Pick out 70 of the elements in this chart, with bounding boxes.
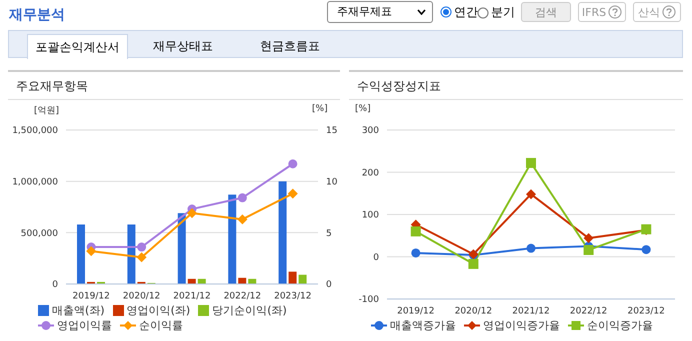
point: [526, 244, 536, 253]
point: [584, 233, 594, 244]
legend-label: 매출액(좌): [51, 304, 105, 317]
x-tick-label: 2023/12: [274, 291, 312, 302]
legend-label: 순이익률: [138, 319, 183, 332]
text: 분기: [491, 4, 515, 21]
text: 연간: [454, 4, 478, 21]
y-tick-label: 300: [362, 126, 380, 136]
text: 현금흐름표: [260, 38, 320, 55]
point: [526, 189, 536, 200]
x-tick-label: 2019/12: [72, 291, 110, 302]
y-tick-label: 500,000: [20, 228, 58, 239]
y2-tick-label: 0: [326, 280, 332, 290]
point: [238, 193, 247, 202]
bar: [228, 194, 236, 284]
legend-label: 영업이익증가율: [482, 319, 560, 332]
point: [526, 158, 536, 168]
bar: [278, 181, 287, 284]
bar: [178, 213, 186, 284]
y2-tick-label: 15: [326, 126, 338, 136]
point: [410, 226, 421, 236]
legend-label: 영업이익(좌): [126, 304, 190, 317]
y2-tick-label: 5: [326, 228, 332, 239]
legend-label: 순이익증가율: [586, 319, 653, 332]
chart-title: 수익성장성지표: [357, 78, 441, 95]
bar: [298, 274, 307, 284]
y-tick-label: 0: [52, 280, 58, 290]
y-tick-label: 1,500,000: [12, 126, 58, 136]
y-tick-label: -100: [358, 295, 380, 306]
text: 산식: [633, 2, 681, 22]
x-tick-label: 2021/12: [173, 291, 211, 302]
point: [237, 214, 248, 224]
y-axis-title: [%]: [355, 104, 371, 114]
point: [136, 252, 147, 262]
text: 재무상태표: [153, 38, 213, 55]
text: 검색: [521, 2, 571, 22]
point: [288, 188, 298, 199]
point: [86, 246, 96, 256]
point: [642, 245, 651, 254]
y-tick-label: 1,000,000: [12, 178, 58, 188]
y-tick-label: 0: [373, 252, 380, 263]
x-tick-label: 2020/12: [454, 306, 492, 316]
x-tick-label: 2019/12: [397, 306, 434, 316]
point: [468, 258, 478, 269]
y2-axis-title: [%]: [312, 104, 328, 114]
point: [137, 242, 146, 252]
point: [584, 244, 594, 255]
x-tick-label: 2022/12: [570, 306, 608, 316]
x-tick-label: 2020/12: [122, 291, 160, 302]
y2-tick-label: 10: [326, 178, 338, 188]
text: 주재무제표: [327, 1, 433, 23]
point: [187, 208, 197, 218]
text: 재무분석: [9, 6, 65, 24]
chart-title: 주요재무항목: [16, 78, 88, 95]
y-tick-label: 100: [362, 210, 380, 221]
x-tick-label: 2021/12: [512, 306, 550, 316]
y-axis-title: [억원]: [34, 105, 60, 117]
legend-label: 매출액증가율: [389, 319, 456, 332]
text: 포괄손익계산서: [27, 34, 128, 59]
x-tick-label: 2022/12: [224, 291, 262, 302]
legend-label: 당기순이익(좌): [211, 304, 287, 317]
x-tick-label: 2023/12: [628, 306, 665, 316]
y-tick-label: 200: [362, 168, 380, 178]
bar: [127, 224, 136, 284]
bar: [288, 272, 297, 284]
bar: [77, 224, 85, 284]
legend-label: 영업이익률: [56, 319, 112, 332]
text: IFRS: [578, 2, 626, 22]
point: [288, 159, 298, 168]
point: [411, 248, 420, 258]
